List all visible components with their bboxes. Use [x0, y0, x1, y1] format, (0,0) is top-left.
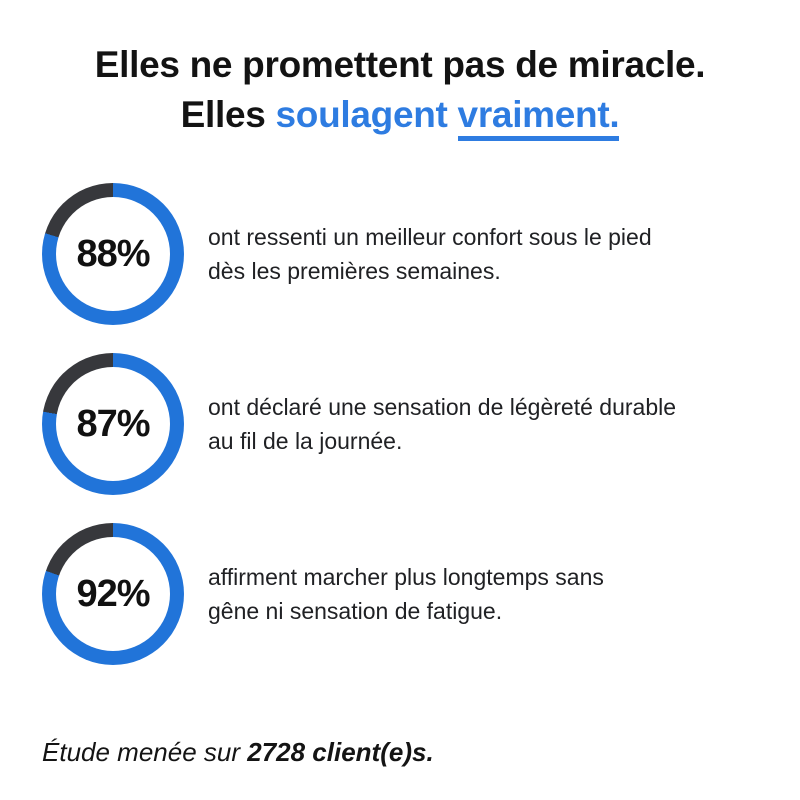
stat-row-1: 88% ont ressenti un meilleur confort sou…	[42, 183, 800, 326]
headline-line1: Elles ne promettent pas de miracle.	[94, 44, 706, 85]
stat-row-3: 92% affirment marcher plus longtemps san…	[42, 523, 800, 666]
headline: Elles ne promettent pas de miracle. Elle…	[18, 40, 782, 142]
stat-2-description-line1: ont déclaré une sensation de légèreté du…	[208, 394, 677, 421]
stat-2-description: ont déclaré une sensation de légèreté du…	[208, 390, 676, 458]
study-sample-size: 2728 client(e)s.	[247, 737, 434, 767]
study-footnote-prefix: Étude menée sur	[42, 737, 248, 767]
stat-1-description: ont ressenti un meilleur confort sous le…	[208, 220, 652, 288]
stat-1-donut-gauge: 88%	[42, 183, 184, 326]
stat-3-description-line1: affirment marcher plus longtemps sans	[208, 564, 604, 591]
stat-2-description-line2: au fil de la journée.	[208, 428, 403, 455]
headline-line2: Elles soulagent vraiment.	[180, 94, 620, 142]
stat-row-2: 87% ont déclaré une sensation de légèret…	[42, 353, 800, 496]
stat-2-percent: 87%	[76, 402, 150, 445]
stat-3-description: affirment marcher plus longtemps sans gê…	[208, 560, 604, 628]
study-footnote: Étude menée sur 2728 client(e)s.	[42, 737, 434, 768]
stat-1-description-line1: ont ressenti un meilleur confort sous le…	[208, 224, 652, 251]
headline-accent-word: soulagent	[275, 94, 448, 135]
stat-1-description-line2: dès les premières semaines.	[208, 258, 501, 285]
stat-3-donut-gauge: 92%	[42, 523, 184, 666]
stats-list: 88% ont ressenti un meilleur confort sou…	[0, 183, 800, 666]
stat-3-percent: 92%	[76, 572, 150, 615]
stat-2-donut-gauge: 87%	[42, 353, 184, 496]
headline-line2-prefix: Elles	[180, 94, 266, 135]
headline-accent-underlined-word[interactable]: vraiment.	[457, 94, 620, 142]
stat-1-percent: 88%	[76, 232, 150, 275]
stat-3-description-line2: gêne ni sensation de fatigue.	[208, 598, 503, 625]
